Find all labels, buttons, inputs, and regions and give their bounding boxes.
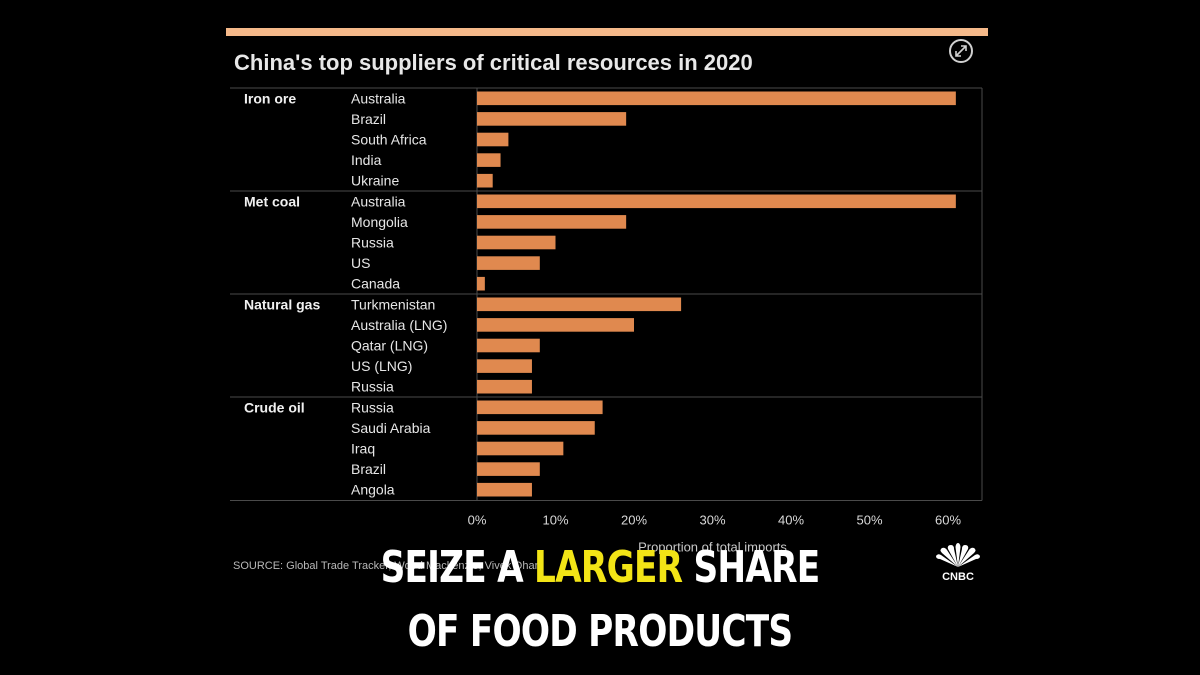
- bar: [477, 91, 956, 106]
- expand-button[interactable]: [949, 39, 973, 63]
- x-tick-label: 60%: [935, 513, 961, 528]
- category-label: Australia: [351, 193, 406, 209]
- bar: [477, 338, 540, 353]
- category-label: Iraq: [351, 441, 375, 457]
- x-tick-label: 50%: [856, 513, 882, 528]
- bar: [477, 462, 540, 476]
- x-tick-label: 10%: [542, 513, 568, 528]
- category-label: Ukraine: [351, 173, 399, 189]
- group-label: Crude oil: [244, 399, 305, 415]
- bar: [477, 215, 627, 229]
- category-label: Canada: [351, 276, 400, 292]
- category-label: Russia: [351, 379, 394, 395]
- category-label: Australia: [351, 90, 406, 106]
- group-label: Natural gas: [244, 296, 320, 312]
- bar: [477, 132, 509, 147]
- caption-text: SEIZE A: [380, 542, 535, 593]
- category-label: Brazil: [351, 461, 386, 477]
- x-tick-label: 40%: [778, 513, 804, 528]
- category-label: Russia: [351, 235, 394, 251]
- category-label: Mongolia: [351, 214, 408, 230]
- bar: [477, 256, 540, 270]
- bar: [477, 379, 532, 394]
- bar: [477, 318, 634, 332]
- category-label: Turkmenistan: [351, 296, 435, 312]
- cnbc-peacock-logo: CNBC: [936, 543, 980, 583]
- bar: [477, 194, 956, 209]
- accent-bar: [226, 28, 988, 36]
- bar: [477, 112, 627, 126]
- bar: [477, 400, 603, 415]
- bar: [477, 276, 485, 291]
- bar-chart: Iron ore Australia Brazil South Africa India…: [230, 87, 983, 555]
- category-label: Angola: [351, 482, 395, 498]
- category-label: Brazil: [351, 111, 386, 127]
- category-label: Saudi Arabia: [351, 420, 431, 436]
- category-label: South Africa: [351, 132, 427, 148]
- bar: [477, 421, 595, 435]
- bar: [477, 153, 501, 167]
- bar: [477, 297, 682, 312]
- bar: [477, 482, 532, 497]
- caption-line-2: OF FOOD PRODUCTS: [407, 606, 794, 657]
- category-label: US (LNG): [351, 358, 412, 374]
- bar: [477, 359, 532, 373]
- caption-text: SHARE: [682, 542, 820, 593]
- x-axis-label: Proportion of total imports: [638, 540, 787, 555]
- bar: [477, 173, 493, 188]
- x-tick-label: 0%: [468, 513, 487, 528]
- bar: [477, 235, 556, 250]
- x-tick-label: 30%: [699, 513, 725, 528]
- chart-title: China's top suppliers of critical resour…: [234, 50, 753, 75]
- category-label: Russia: [351, 399, 394, 415]
- category-label: India: [351, 152, 382, 168]
- category-label: US: [351, 255, 370, 271]
- cnbc-logo-text: CNBC: [942, 571, 974, 583]
- category-label: Qatar (LNG): [351, 338, 428, 354]
- chart-panel: China's top suppliers of critical resour…: [226, 28, 988, 595]
- category-label: Australia (LNG): [351, 317, 447, 333]
- group-label: Iron ore: [244, 90, 296, 106]
- bar: [477, 441, 564, 456]
- video-caption: SEIZE A LARGER SHARE OF FOOD PRODUCTS: [132, 536, 1068, 664]
- caption-highlight: LARGER: [534, 542, 683, 593]
- caption-line-1: SEIZE A LARGER SHARE: [132, 536, 1068, 600]
- group-label: Met coal: [244, 193, 300, 209]
- source-note: SOURCE: Global Trade Tracker, Wood Macke…: [233, 560, 539, 572]
- expand-arrows-icon: [955, 45, 967, 57]
- x-tick-label: 20%: [621, 513, 647, 528]
